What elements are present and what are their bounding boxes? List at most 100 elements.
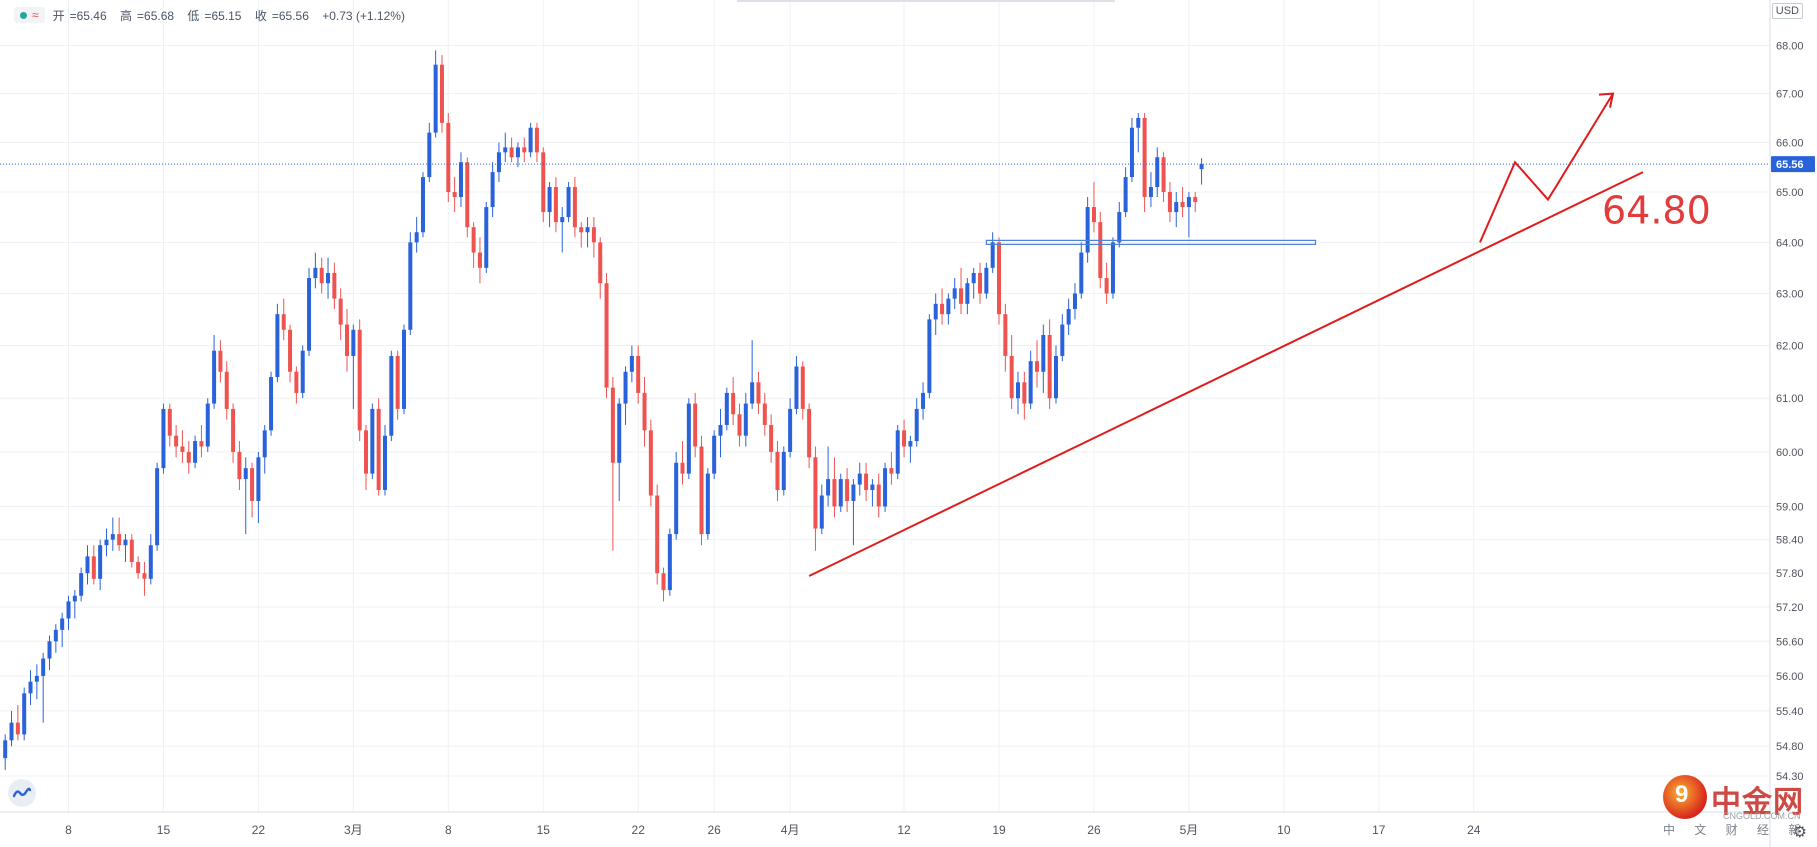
candle-body — [629, 355, 634, 372]
price-tick-label: 56.00 — [1776, 671, 1804, 683]
candle-body — [370, 408, 375, 474]
price-tick-label: 54.80 — [1776, 741, 1804, 753]
candle-body — [598, 242, 603, 284]
candle-body — [281, 314, 286, 330]
symbol-status-pill[interactable]: ≈ — [14, 7, 45, 23]
candle-body — [167, 408, 172, 436]
candle-body — [129, 539, 134, 562]
candle-body — [110, 534, 115, 540]
candle-body — [1193, 197, 1198, 203]
floating-toolbar-edge — [737, 0, 1115, 2]
candle-body — [85, 556, 90, 574]
annotation-layer: 64.80 — [0, 92, 1770, 577]
tradingview-logo-icon[interactable] — [8, 779, 36, 807]
date-tick-label: 15 — [157, 823, 171, 837]
candle-body — [952, 288, 957, 299]
candle-body — [686, 403, 691, 474]
candle-body — [34, 675, 39, 682]
high-value: 65.68 — [144, 8, 175, 23]
candle-body — [53, 629, 58, 642]
price-tick-label: 54.30 — [1776, 771, 1804, 783]
candle-body — [750, 382, 755, 404]
candle-body — [104, 539, 109, 546]
candle-body — [534, 127, 539, 153]
candle-body — [699, 446, 704, 535]
candle-body — [91, 556, 96, 579]
candle-body — [889, 468, 894, 474]
low-label: 低 — [187, 8, 200, 23]
price-tick-label: 55.40 — [1776, 706, 1804, 718]
candle-body — [1034, 361, 1039, 372]
candle-body — [1003, 314, 1008, 356]
candle-body — [528, 127, 533, 153]
candle-body — [250, 468, 255, 501]
candle-body — [1123, 177, 1128, 213]
date-tick-label: 8 — [445, 823, 452, 837]
candle-body — [712, 435, 717, 474]
candle-body — [41, 658, 46, 676]
time-axis[interactable]: 8 15 22 3月 8 15 22 26 4月 12 19 26 5月 10 17 24 — [0, 811, 1770, 837]
candle-body — [313, 267, 318, 279]
candle-body — [693, 403, 698, 447]
high-label: 高 — [120, 8, 133, 23]
price-tick-label: 67.00 — [1776, 89, 1804, 101]
candle-body — [826, 479, 831, 496]
candle-body — [940, 303, 945, 315]
candle-body — [1129, 127, 1134, 178]
date-tick-label: 22 — [632, 823, 646, 837]
candle-body — [756, 382, 761, 404]
candle-body — [579, 227, 584, 233]
candle-body — [781, 451, 786, 491]
candle-body — [1066, 308, 1071, 325]
candle-body — [1174, 202, 1179, 213]
watermark-logo: 9 中金网 CNGOLD.COM.CN 中 文 财 经 新 媒 体 — [1663, 775, 1817, 837]
candle-body — [800, 366, 805, 409]
candle-body — [484, 207, 489, 268]
candle-body — [262, 430, 267, 458]
candle-body — [731, 392, 736, 415]
open-label: 开 — [52, 8, 65, 23]
candle-body — [256, 457, 261, 501]
price-tick-label: 63.00 — [1776, 288, 1804, 300]
candle-body — [237, 451, 242, 480]
date-tick-label: 8 — [65, 823, 72, 837]
candle-body — [72, 595, 77, 602]
candle-body — [199, 441, 204, 447]
ohlc-values: 开 =65.46 高 =65.68 低 =65.15 收 =65.56 +0.73 (+… — [52, 8, 405, 23]
candle-body — [364, 430, 369, 474]
candle-body — [864, 473, 869, 491]
candle-body — [446, 122, 451, 193]
date-tick-label: 26 — [707, 823, 721, 837]
candle-body — [990, 242, 995, 268]
candle-body — [148, 545, 153, 579]
date-tick-label: 17 — [1372, 823, 1386, 837]
candle-body — [389, 355, 394, 436]
currency-button[interactable]: USD — [1771, 3, 1803, 19]
price-tick-label: 60.00 — [1776, 447, 1804, 459]
brand-name: 中金网 — [1711, 786, 1804, 819]
candle-body — [819, 495, 824, 529]
candle-body — [503, 147, 508, 153]
candle-body — [243, 468, 248, 480]
candle-body — [307, 278, 312, 351]
date-tick-label: 22 — [252, 823, 266, 837]
price-axis[interactable]: 68.00 67.00 66.00 65.00 64.00 63.00 62.00 61.00… — [1769, 0, 1815, 847]
brand-circle-icon: 9 — [1663, 775, 1707, 819]
candle-body — [959, 288, 964, 304]
candle-body — [1199, 164, 1204, 170]
candle-body — [648, 430, 653, 496]
settings-gear-icon[interactable]: ⚙ — [1792, 824, 1807, 841]
candle-body — [357, 329, 362, 431]
date-tick-label: 5月 — [1180, 823, 1199, 837]
candle-body — [845, 479, 850, 501]
candle-body — [300, 350, 305, 393]
candle-body — [332, 272, 337, 299]
candle-body — [275, 314, 280, 378]
price-tick-label: 58.40 — [1776, 535, 1804, 547]
price-tick-label: 57.80 — [1776, 568, 1804, 580]
candle-body — [724, 392, 729, 425]
candle-body — [775, 451, 780, 491]
candle-body — [1110, 242, 1115, 294]
candle-body — [22, 693, 27, 735]
